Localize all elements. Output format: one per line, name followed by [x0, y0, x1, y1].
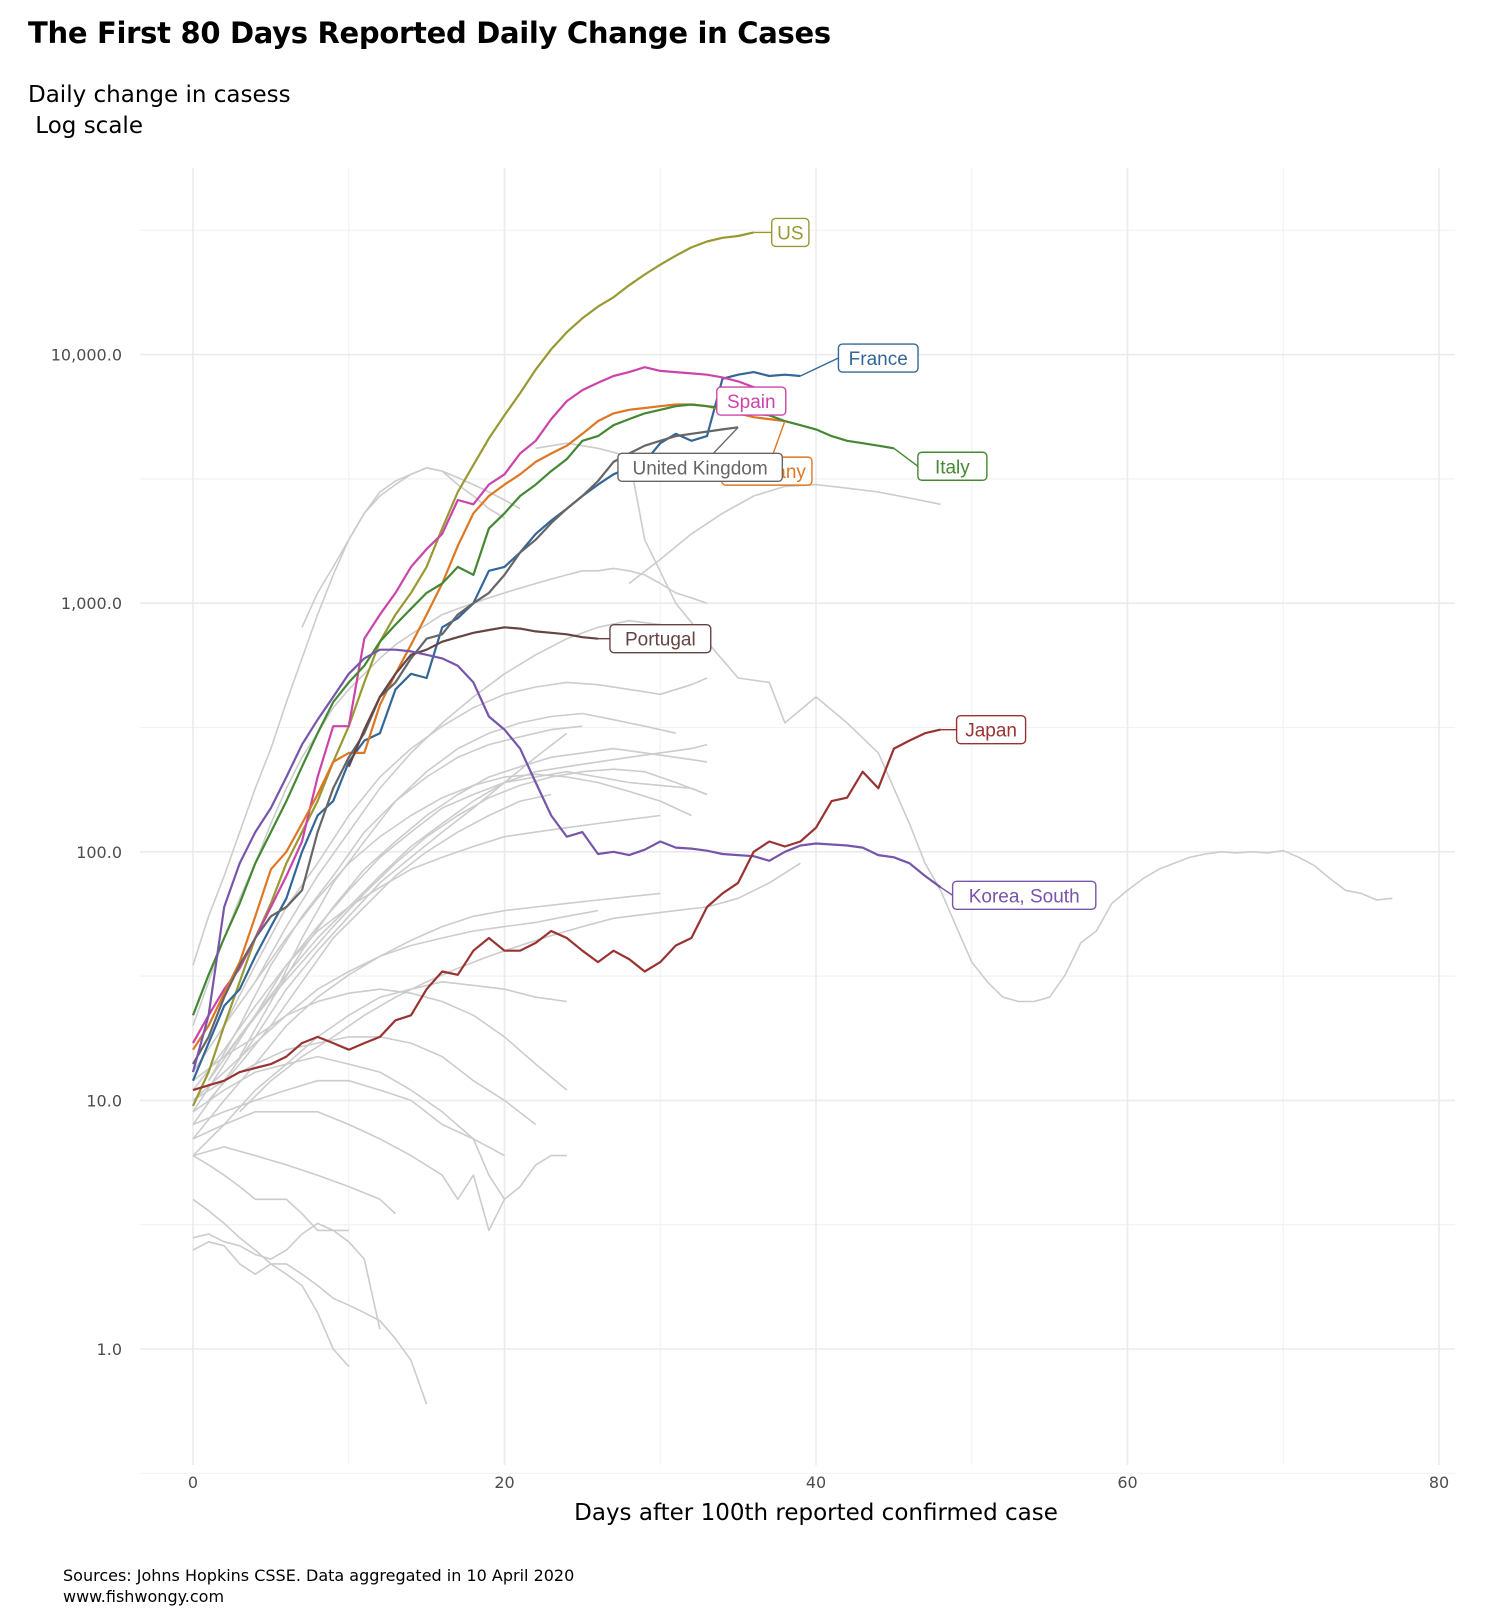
- label-korea-south: Korea, South: [940, 880, 1097, 910]
- y-tick-label: 10.0: [86, 1091, 122, 1110]
- background-series-line: [192, 988, 568, 1091]
- label-box: [716, 386, 787, 416]
- y-tick-label: 1,000.0: [61, 594, 122, 613]
- background-series-line: [254, 619, 692, 983]
- y-tick-label: 10,000.0: [51, 346, 122, 365]
- label-france: France: [800, 343, 919, 377]
- label-text: Portugal: [625, 630, 696, 651]
- label-box: [837, 343, 919, 373]
- series-line-japan: [192, 728, 941, 1092]
- background-series-line: [223, 743, 708, 1058]
- series-line-spain: [192, 366, 770, 1044]
- background-series-line: [192, 892, 661, 1140]
- series-line-united-kingdom: [192, 426, 739, 1065]
- background-series-line: [207, 793, 552, 1101]
- background-series-line: [192, 1079, 505, 1157]
- label-portugal: Portugal: [597, 623, 712, 654]
- grid: [140, 168, 1455, 1474]
- x-tick-label: 60: [1117, 1473, 1137, 1492]
- label-text: United Kingdom: [633, 458, 768, 479]
- background-series-group: [192, 442, 1393, 1405]
- background-series-line: [192, 773, 692, 1073]
- series-line-italy: [191, 403, 895, 1016]
- label-box: [771, 217, 810, 248]
- caption-line-2: www.fishwongy.com: [63, 1587, 225, 1606]
- background-series-line: [535, 442, 1393, 1003]
- background-series-line: [192, 1154, 349, 1232]
- label-box: [951, 880, 1097, 910]
- chart-subtitle: Daily change in casess Log scale: [28, 80, 291, 142]
- subtitle-line-2: Log scale: [28, 113, 143, 139]
- label-text: Japan: [965, 721, 1017, 742]
- chart-title: The First 80 Days Reported Daily Change …: [28, 16, 831, 50]
- series-label-group: USFranceSpainGermanyItalyUnited KingdomP…: [597, 217, 1097, 910]
- background-series-line: [207, 725, 583, 1082]
- background-series-line: [192, 1198, 428, 1405]
- label-box: [609, 623, 712, 654]
- label-text: Korea, South: [969, 886, 1080, 907]
- label-connector: [940, 886, 953, 896]
- label-box: [617, 452, 784, 482]
- y-tick-label: 100.0: [76, 843, 122, 862]
- x-tick-label: 40: [806, 1473, 826, 1492]
- label-box: [917, 451, 988, 481]
- background-series-line: [223, 677, 708, 1026]
- background-series-line: [207, 768, 708, 1082]
- label-text: Spain: [727, 392, 776, 413]
- x-axis-label: Days after 100th reported confirmed case: [574, 1500, 1058, 1526]
- label-spain: Spain: [716, 386, 787, 416]
- caption-line-1: Sources: Johns Hopkins CSSE. Data aggreg…: [63, 1566, 575, 1585]
- label-text: US: [777, 223, 803, 244]
- label-connector: [893, 447, 919, 467]
- series-line-france: [191, 371, 801, 1082]
- background-series-line: [192, 770, 708, 1113]
- label-japan: Japan: [940, 714, 1027, 745]
- background-series-line: [192, 1222, 381, 1330]
- background-series-line: [192, 1241, 350, 1368]
- background-series-line: [239, 712, 676, 1057]
- label-connector: [800, 357, 839, 377]
- y-tick-label: 1.0: [97, 1340, 122, 1359]
- label-united-kingdom: United Kingdom: [617, 426, 784, 482]
- background-series-line: [192, 732, 568, 1125]
- series-line-us: [192, 231, 754, 1107]
- label-italy: Italy: [893, 447, 988, 481]
- label-text: France: [849, 349, 908, 370]
- background-series-line: [192, 567, 708, 1026]
- subtitle-line-1: Daily change in casess: [28, 82, 291, 108]
- label-text: Italy: [935, 457, 970, 478]
- background-series-line: [192, 1146, 397, 1215]
- x-tick-label: 80: [1429, 1473, 1449, 1492]
- background-series-line: [192, 467, 505, 966]
- highlighted-series-group: [191, 231, 942, 1107]
- background-series-line: [628, 483, 941, 585]
- label-us: US: [753, 217, 810, 248]
- background-series-line: [192, 814, 661, 1091]
- caption: Sources: Johns Hopkins CSSE. Data aggreg…: [63, 1565, 574, 1607]
- label-box: [955, 714, 1027, 745]
- series-line-korea-south: [191, 648, 942, 1073]
- background-series-line: [192, 981, 567, 1157]
- axes: 1.0 10.0 100.0 1,000.0 10,000.0 0 20 40 60 80 Days…: [51, 346, 1449, 1526]
- background-series-line: [192, 1036, 537, 1126]
- line-chart: USFranceSpainGermanyItalyUnited KingdomP…: [51, 168, 1455, 1526]
- background-series-line: [192, 1111, 506, 1232]
- background-series-line: [192, 1055, 567, 1201]
- x-tick-label: 0: [188, 1473, 198, 1492]
- x-tick-label: 20: [494, 1473, 514, 1492]
- background-series-line: [192, 909, 599, 1101]
- series-line-portugal: [347, 626, 599, 768]
- background-series-line: [270, 747, 708, 1002]
